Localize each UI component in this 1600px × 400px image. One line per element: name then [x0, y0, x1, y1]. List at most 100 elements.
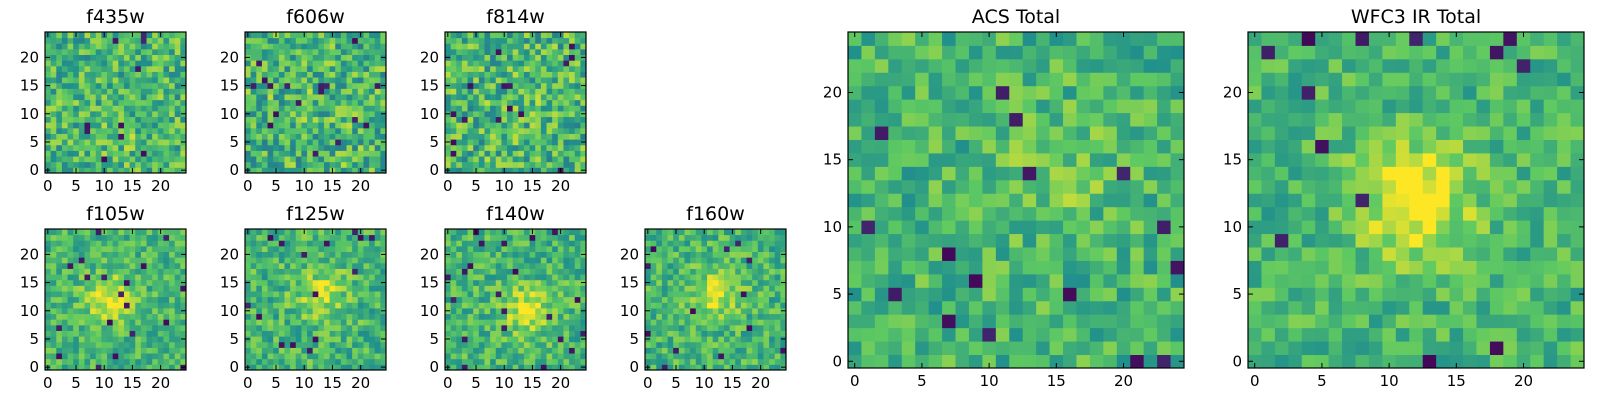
heatmap-cell — [518, 110, 525, 118]
heatmap-cell — [445, 302, 452, 309]
heatmap-cell — [535, 336, 542, 343]
heatmap-cell — [78, 161, 85, 168]
heatmap-cell — [135, 127, 142, 134]
heatmap-cell — [529, 262, 536, 269]
heatmap-cell — [707, 307, 714, 315]
heatmap-cell — [757, 296, 764, 303]
heatmap-cell — [129, 43, 136, 50]
heatmap-cell — [769, 296, 776, 303]
heatmap-cell — [507, 274, 514, 281]
heatmap-cell — [661, 307, 669, 315]
heatmap-cell — [307, 150, 314, 157]
heatmap-cell — [461, 257, 469, 264]
heatmap-cell — [478, 139, 485, 146]
heatmap-cell — [495, 307, 502, 315]
heatmap-cell — [490, 139, 497, 146]
heatmap-cell — [301, 116, 308, 123]
heatmap-cell — [135, 245, 142, 253]
heatmap-cell — [50, 268, 57, 275]
heatmap-cell — [95, 43, 102, 50]
heatmap-cell — [461, 324, 469, 331]
heatmap-cell — [245, 156, 252, 163]
heatmap-cell — [1143, 193, 1158, 208]
heatmap-cell — [261, 307, 269, 315]
heatmap-cell — [478, 353, 485, 360]
heatmap-cell — [123, 341, 131, 348]
heatmap-cell — [174, 324, 181, 331]
heatmap-cell — [157, 127, 164, 134]
heatmap-cell — [490, 262, 497, 269]
heatmap-cell — [267, 307, 274, 315]
heatmap-cell — [507, 347, 514, 354]
heatmap-cell — [50, 99, 57, 106]
heatmap-cell — [523, 229, 531, 236]
heatmap-cell — [752, 240, 759, 247]
heatmap-cell — [523, 319, 531, 326]
heatmap-cell — [678, 296, 685, 303]
heatmap-cell — [174, 144, 181, 151]
heatmap-cell — [507, 262, 514, 269]
heatmap-cell — [101, 336, 108, 343]
heatmap-cell — [163, 110, 170, 118]
heatmap-cell — [250, 279, 257, 286]
heatmap-cell — [495, 133, 502, 140]
heatmap-cell — [90, 296, 97, 303]
heatmap-cell — [557, 48, 564, 56]
heatmap-cell — [915, 287, 930, 302]
heatmap-cell — [163, 150, 170, 157]
heatmap-cell — [752, 324, 759, 331]
heatmap-cell — [61, 116, 69, 123]
heatmap-cell — [563, 71, 570, 78]
heatmap-cell — [369, 122, 376, 129]
heatmap-cell — [157, 110, 164, 118]
heatmap-cell — [307, 364, 314, 371]
heatmap-cell — [123, 257, 131, 264]
heatmap-cell — [456, 167, 463, 174]
heatmap-cell — [346, 336, 353, 343]
heatmap-cell — [352, 229, 359, 236]
heatmap-cell — [701, 257, 708, 264]
heatmap-cell — [557, 251, 564, 258]
heatmap-cell — [752, 313, 759, 320]
heatmap-cell — [101, 122, 108, 129]
heatmap-cell — [56, 319, 63, 326]
heatmap-cell — [273, 88, 280, 95]
heatmap-cell — [507, 364, 514, 371]
heatmap-cell — [129, 291, 136, 298]
heatmap-cell — [490, 60, 497, 67]
heatmap-cell — [563, 156, 570, 163]
heatmap-cell — [323, 116, 331, 123]
heatmap-cell — [484, 133, 491, 140]
heatmap-cell — [507, 279, 514, 286]
heatmap-cell — [135, 37, 142, 44]
heatmap-cell — [363, 330, 370, 337]
heatmap-cell — [461, 37, 469, 44]
heatmap-cell — [174, 122, 181, 129]
heatmap-cell — [245, 133, 252, 140]
heatmap-cell — [450, 245, 457, 253]
heatmap-cell — [645, 341, 652, 348]
heatmap-cell — [363, 150, 370, 157]
heatmap-cell — [901, 287, 916, 302]
heatmap-cell — [67, 71, 74, 78]
heatmap-cell — [380, 156, 387, 163]
heatmap-cell — [574, 291, 581, 298]
heatmap-cell — [574, 324, 581, 331]
heatmap-cell — [90, 291, 97, 298]
heatmap-cell — [84, 54, 91, 61]
heatmap-cell — [312, 274, 319, 281]
heatmap-cell — [169, 358, 176, 365]
heatmap-cell — [273, 48, 280, 56]
heatmap-cell — [523, 105, 531, 112]
heatmap-cell — [273, 307, 280, 315]
heatmap-cell — [112, 116, 119, 123]
heatmap-cell — [250, 105, 257, 112]
heatmap-cell — [507, 150, 514, 157]
heatmap-cell — [650, 285, 657, 292]
heatmap-cell — [67, 60, 74, 67]
heatmap-cell — [461, 167, 469, 174]
heatmap-cell — [84, 32, 91, 39]
heatmap-cell — [523, 150, 531, 157]
heatmap-cell — [746, 240, 753, 247]
